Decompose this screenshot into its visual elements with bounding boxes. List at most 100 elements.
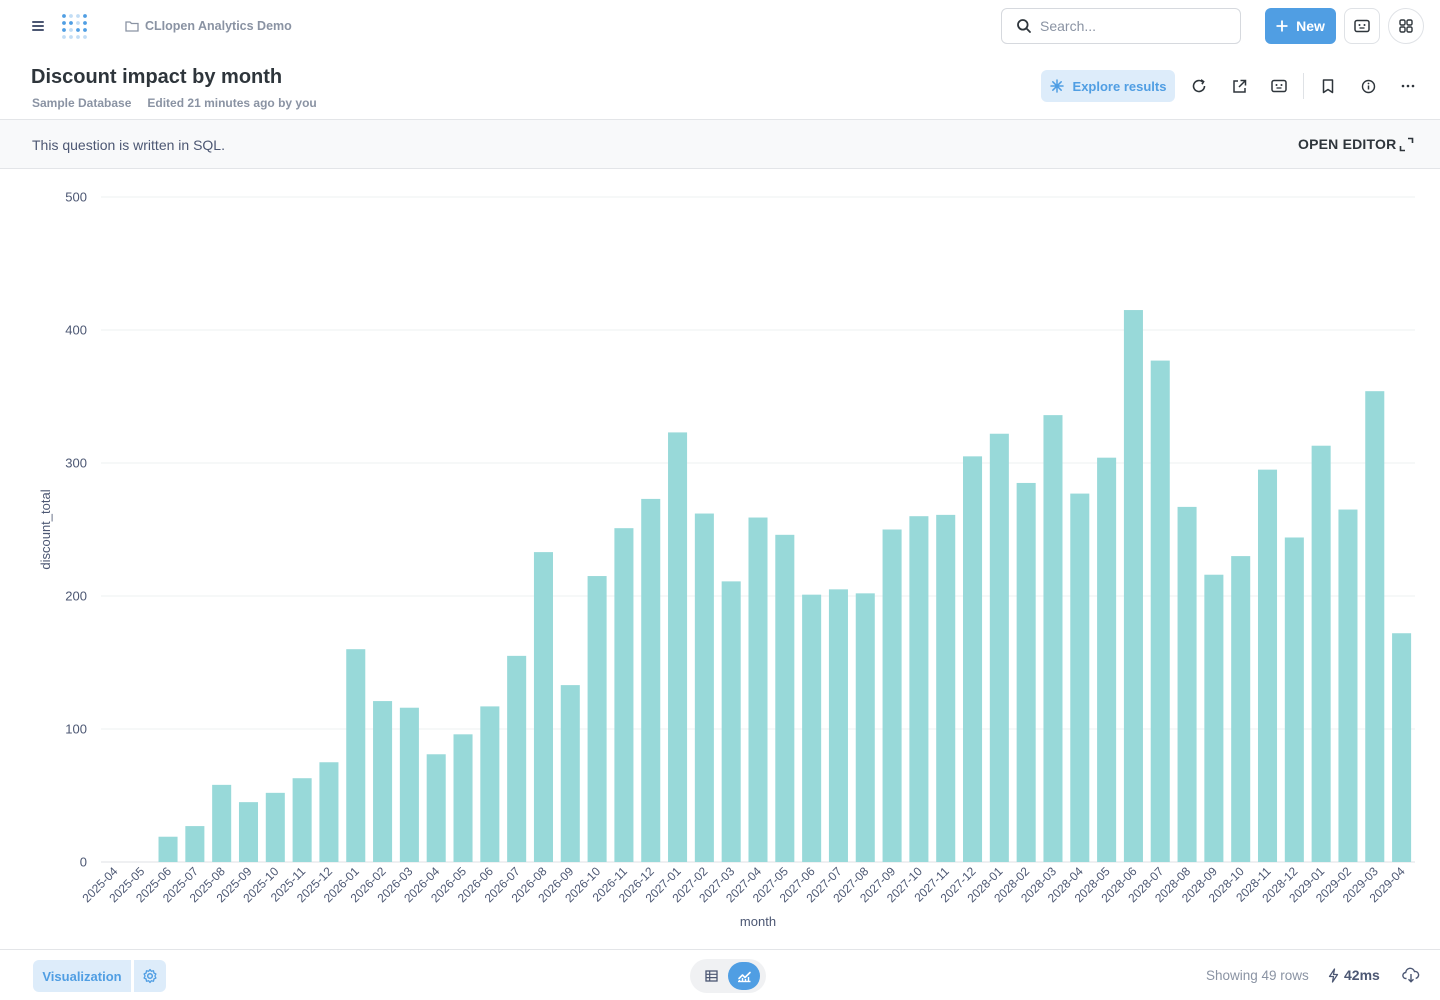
database-link[interactable]: Sample Database — [32, 96, 132, 110]
bar[interactable] — [507, 655, 527, 862]
search-icon — [1017, 19, 1031, 33]
collection-name: CLIopen Analytics Demo — [145, 19, 292, 33]
bar[interactable] — [1338, 509, 1358, 862]
bar[interactable] — [1123, 310, 1143, 862]
bar[interactable] — [1311, 445, 1331, 862]
metabot-icon — [1271, 79, 1287, 93]
share-button[interactable] — [1229, 76, 1249, 96]
top-nav: CLIopen Analytics Demo New — [0, 0, 1440, 52]
bar[interactable] — [614, 528, 634, 862]
sparkle-icon — [1049, 79, 1064, 93]
chart-svg: 01002003004005002025-042025-052025-06202… — [38, 190, 1415, 929]
info-button[interactable] — [1358, 76, 1378, 96]
bar[interactable] — [265, 792, 285, 862]
lightning-icon — [1328, 967, 1339, 983]
menu-icon[interactable] — [31, 19, 45, 33]
new-button-label: New — [1296, 18, 1325, 34]
bar[interactable] — [748, 517, 768, 862]
bar[interactable] — [668, 432, 688, 862]
new-button[interactable]: New — [1265, 8, 1336, 44]
search-box[interactable] — [1001, 8, 1241, 44]
question-meta: Sample Database Edited 21 minutes ago by… — [32, 96, 317, 110]
plus-icon — [1276, 20, 1288, 32]
apps-button[interactable] — [1388, 8, 1424, 44]
breadcrumb[interactable]: CLIopen Analytics Demo — [125, 17, 292, 35]
bar[interactable] — [1204, 574, 1224, 862]
visualization-settings-button[interactable] — [134, 960, 166, 992]
bar[interactable] — [426, 754, 446, 862]
bar[interactable] — [292, 778, 312, 862]
bar[interactable] — [158, 836, 178, 862]
bar[interactable] — [963, 456, 983, 862]
bar[interactable] — [694, 513, 714, 862]
search-input[interactable] — [1040, 18, 1220, 34]
y-axis-label: discount_total — [38, 489, 53, 569]
bar[interactable] — [989, 433, 1009, 862]
metabot-header-button[interactable] — [1269, 76, 1289, 96]
refresh-button[interactable] — [1189, 76, 1209, 96]
bar[interactable] — [346, 649, 366, 862]
bar[interactable] — [373, 701, 393, 862]
bar[interactable] — [1043, 415, 1063, 862]
folder-icon — [125, 21, 139, 32]
download-icon[interactable] — [1402, 967, 1420, 983]
open-editor-button[interactable]: OPEN EDITOR — [1298, 136, 1397, 152]
bookmark-button[interactable] — [1318, 76, 1338, 96]
page-title[interactable]: Discount impact by month — [31, 66, 283, 88]
bar[interactable] — [480, 706, 500, 862]
bar[interactable] — [319, 762, 339, 862]
table-view-button[interactable] — [700, 965, 722, 987]
bar[interactable] — [533, 552, 553, 862]
external-link-icon — [1232, 79, 1246, 93]
info-icon — [1361, 79, 1375, 93]
bar[interactable] — [775, 534, 795, 862]
bar[interactable] — [212, 784, 232, 862]
bar[interactable] — [1177, 506, 1197, 862]
bar[interactable] — [587, 576, 607, 862]
bar[interactable] — [399, 707, 419, 862]
bar[interactable] — [721, 581, 741, 862]
bar[interactable] — [802, 594, 822, 862]
grid-icon — [1399, 19, 1413, 33]
bar[interactable] — [453, 734, 473, 862]
y-tick-label: 100 — [65, 722, 87, 737]
chart-view-button[interactable] — [728, 962, 760, 990]
bar[interactable] — [855, 593, 875, 862]
table-icon — [704, 970, 718, 982]
refresh-icon — [1192, 79, 1206, 93]
bar[interactable] — [641, 498, 661, 862]
metabot-button[interactable] — [1344, 8, 1380, 44]
sql-banner-message: This question is written in SQL. — [32, 137, 225, 153]
bar[interactable] — [1257, 469, 1278, 862]
expand-icon[interactable] — [1399, 137, 1414, 152]
bar[interactable] — [882, 529, 902, 863]
bar-chart: 0 100 200 300 400 500 2025-04 2025-05 2025-06 202… — [0, 170, 1440, 948]
bar[interactable] — [1150, 360, 1170, 862]
bar[interactable] — [936, 514, 956, 862]
bar[interactable] — [1070, 493, 1090, 862]
visualization-button[interactable]: Visualization — [33, 960, 131, 992]
y-tick-label: 500 — [65, 190, 87, 205]
bar[interactable] — [1392, 633, 1412, 862]
metabot-icon — [1354, 19, 1370, 33]
bar[interactable] — [909, 516, 929, 862]
sql-banner: This question is written in SQL. OPEN ED… — [0, 119, 1440, 169]
bar[interactable] — [828, 589, 848, 862]
bar[interactable] — [1365, 391, 1385, 862]
header-divider — [1303, 73, 1304, 99]
more-button[interactable] — [1398, 76, 1418, 96]
metabase-logo-icon[interactable] — [61, 12, 91, 40]
edited-info[interactable]: Edited 21 minutes ago by you — [147, 96, 317, 110]
y-tick-label: 300 — [65, 456, 87, 471]
footer-bar: Visualization Showing 49 rows 42ms — [0, 949, 1440, 1000]
bar[interactable] — [1231, 556, 1251, 862]
bar[interactable] — [1016, 482, 1036, 862]
bar[interactable] — [238, 802, 259, 862]
bar[interactable] — [1284, 537, 1304, 862]
y-tick-label: 200 — [65, 589, 87, 604]
bar[interactable] — [560, 685, 580, 862]
bar[interactable] — [185, 826, 205, 862]
bar[interactable] — [1097, 457, 1117, 862]
explore-results-button[interactable]: Explore results — [1041, 70, 1175, 102]
x-axis-label: month — [740, 914, 776, 929]
